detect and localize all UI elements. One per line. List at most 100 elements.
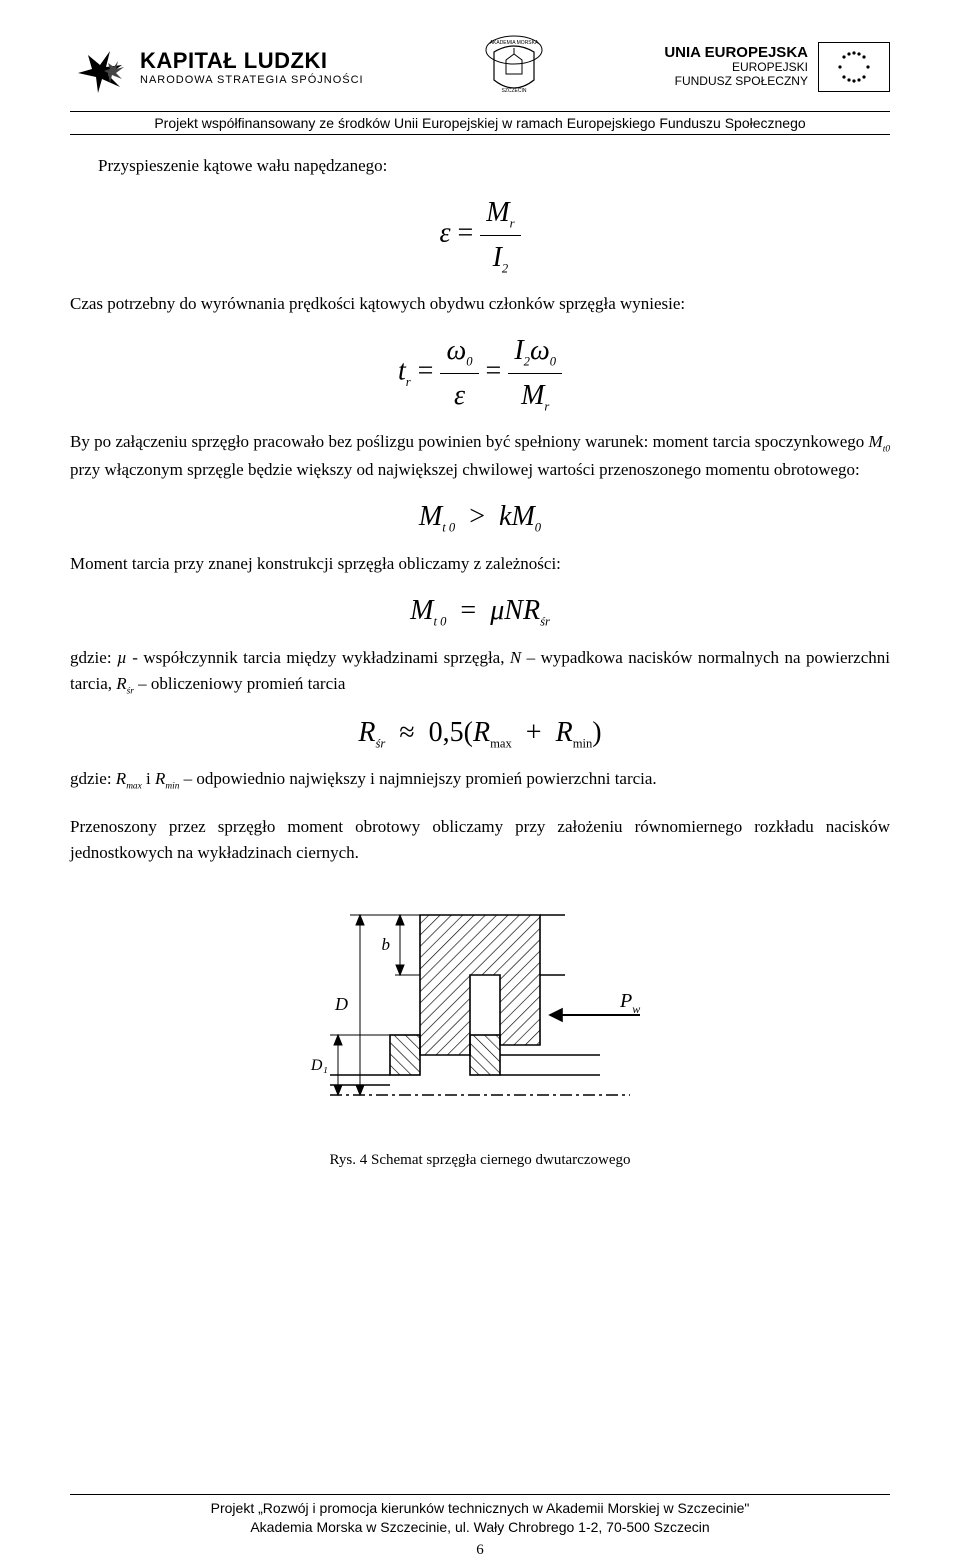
p6-a: gdzie: <box>70 769 116 788</box>
fig-label-Pw: Pw <box>619 990 640 1016</box>
p5-mu: µ <box>117 648 127 667</box>
p5-a: gdzie: <box>70 648 117 667</box>
f2-eq1: = <box>418 356 434 387</box>
f2-n1-sub: 0 <box>466 355 472 369</box>
para-7: Przenoszony przez sprzęgło moment obroto… <box>70 814 890 867</box>
f5-r: R <box>358 717 375 748</box>
f4-m: M <box>410 595 433 626</box>
fig-label-D1: D₁ <box>310 1057 328 1074</box>
clutch-diagram-icon: D D₁ b Pw <box>300 885 660 1135</box>
logo-eu: UNIA EUROPEJSKA EUROPEJSKI FUNDUSZ SPOŁE… <box>664 42 890 92</box>
p6-r2: R <box>155 769 165 788</box>
formula-2: tr = ω0 ε = I2ω0 Mr <box>70 329 890 417</box>
p5-d: – obliczeniowy promień tarcia <box>134 674 345 693</box>
document-body: Przyspieszenie kątowe wału napędzanego: … <box>70 153 890 1172</box>
footer-line-1: Projekt „Rozwój i promocja kierunków tec… <box>70 1499 890 1518</box>
f5-plus: + <box>526 717 542 748</box>
p3-m: M <box>869 432 883 451</box>
f5-r2-sub: min <box>573 736 593 750</box>
p6-r1-sub: max <box>126 782 142 792</box>
footer-line-2: Akademia Morska w Szczecinie, ul. Wały C… <box>70 1518 890 1537</box>
f3-m1: M <box>419 501 442 532</box>
p5-n: N <box>510 648 521 667</box>
header: KAPITAŁ LUDZKI NARODOWA STRATEGIA SPÓJNO… <box>70 30 890 103</box>
formula-1: ε = Mr I2 <box>70 191 890 279</box>
f5-r1: R <box>473 717 490 748</box>
formula-3: Mt 0 > kM0 <box>70 495 890 538</box>
p3-a: By po załączeniu sprzęgło pracowało bez … <box>70 432 869 451</box>
para-6: gdzie: Rmax i Rmin – odpowiednio najwięk… <box>70 766 890 794</box>
f2-n2b-sub: 0 <box>550 355 556 369</box>
f4-mu: μ <box>490 595 504 626</box>
eu-line3: FUNDUSZ SPOŁECZNY <box>664 75 808 89</box>
svg-text:SZCZECIN: SZCZECIN <box>501 88 526 94</box>
f1-num: M <box>486 197 509 228</box>
para-1: Przyspieszenie kątowe wału napędzanego: <box>70 153 890 179</box>
f3-m1-sub: t 0 <box>442 521 455 535</box>
eu-flag-icon <box>818 42 890 92</box>
logo-akademia-morska: AKADEMIA MORSKA SZCZECIN <box>484 30 544 103</box>
formula-5: Rśr ≈ 0,5(Rmax + Rmin) <box>70 711 890 754</box>
f5-approx: ≈ <box>399 717 414 748</box>
f1-eq: = <box>458 218 474 249</box>
f2-n2b: ω <box>530 335 550 366</box>
f4-n: N <box>504 595 523 626</box>
f3-k: k <box>499 501 511 532</box>
f1-den: I <box>493 242 502 273</box>
p3-b: przy włączonym sprzęgle będzie większy o… <box>70 460 860 479</box>
p5-r: R <box>116 674 126 693</box>
f2-d2-sub: r <box>544 399 549 413</box>
f5-rp: ) <box>592 717 601 748</box>
academy-seal-icon: AKADEMIA MORSKA SZCZECIN <box>484 30 544 98</box>
figure-4: D D₁ b Pw Ry <box>70 885 890 1173</box>
f2-t-sub: r <box>406 375 411 389</box>
f2-n1: ω <box>446 335 466 366</box>
f3-gt: > <box>469 501 485 532</box>
para-2: Czas potrzebny do wyrównania prędkości k… <box>70 291 890 317</box>
page: KAPITAŁ LUDZKI NARODOWA STRATEGIA SPÓJNO… <box>0 0 960 1563</box>
p5-b: - współczynnik tarcia między wykładzinam… <box>127 648 510 667</box>
logo-kapital-ludzki: KAPITAŁ LUDZKI NARODOWA STRATEGIA SPÓJNO… <box>70 37 364 97</box>
f2-t: t <box>398 356 406 387</box>
f4-r-sub: śr <box>540 615 550 629</box>
f5-r2: R <box>556 717 573 748</box>
f3-m2: M <box>511 501 534 532</box>
p6-r2-sub: min <box>165 782 179 792</box>
subheader: Projekt współfinansowany ze środków Unii… <box>70 111 890 135</box>
kapital-title: KAPITAŁ LUDZKI <box>140 48 364 74</box>
formula-4: Mt 0 = μNRśr <box>70 589 890 632</box>
para-4: Moment tarcia przy znanej konstrukcji sp… <box>70 551 890 577</box>
f2-d1: ε <box>454 380 465 411</box>
fig-label-D: D <box>334 994 348 1014</box>
f5-lp: ( <box>464 717 473 748</box>
f5-r1-sub: max <box>490 736 512 750</box>
kapital-subtitle: NARODOWA STRATEGIA SPÓJNOŚCI <box>140 74 364 86</box>
footer: Projekt „Rozwój i promocja kierunków tec… <box>70 1494 890 1537</box>
p3-m-sub: t0 <box>883 445 890 455</box>
f1-num-sub: r <box>510 217 515 231</box>
f2-eq2: = <box>486 356 502 387</box>
f5-r-sub: śr <box>375 736 385 750</box>
fig-label-b: b <box>382 935 391 954</box>
f4-m-sub: t 0 <box>433 615 446 629</box>
figure-4-caption: Rys. 4 Schemat sprzęgła ciernego dwutarc… <box>70 1149 890 1172</box>
f1-den-sub: 2 <box>502 261 508 275</box>
eu-line2: EUROPEJSKI <box>664 61 808 75</box>
p6-b: i <box>142 769 155 788</box>
f3-m2-sub: 0 <box>535 521 541 535</box>
p5-r-sub: śr <box>127 686 134 696</box>
f2-d2: M <box>521 380 544 411</box>
p6-r1: R <box>116 769 126 788</box>
para-5: gdzie: µ - współczynnik tarcia między wy… <box>70 645 890 699</box>
f4-r: R <box>523 595 540 626</box>
f1-eps: ε <box>439 218 450 249</box>
p6-c: – odpowiednio największy i najmniejszy p… <box>179 769 656 788</box>
f4-eq: = <box>460 595 476 626</box>
svg-text:AKADEMIA MORSKA: AKADEMIA MORSKA <box>490 40 539 46</box>
f5-coef: 0,5 <box>429 717 464 748</box>
eu-title: UNIA EUROPEJSKA <box>664 44 808 61</box>
kapital-star-icon <box>70 37 130 97</box>
para-3: By po załączeniu sprzęgło pracowało bez … <box>70 429 890 483</box>
page-number: 6 <box>0 1542 960 1559</box>
f2-n2a: I <box>514 335 523 366</box>
